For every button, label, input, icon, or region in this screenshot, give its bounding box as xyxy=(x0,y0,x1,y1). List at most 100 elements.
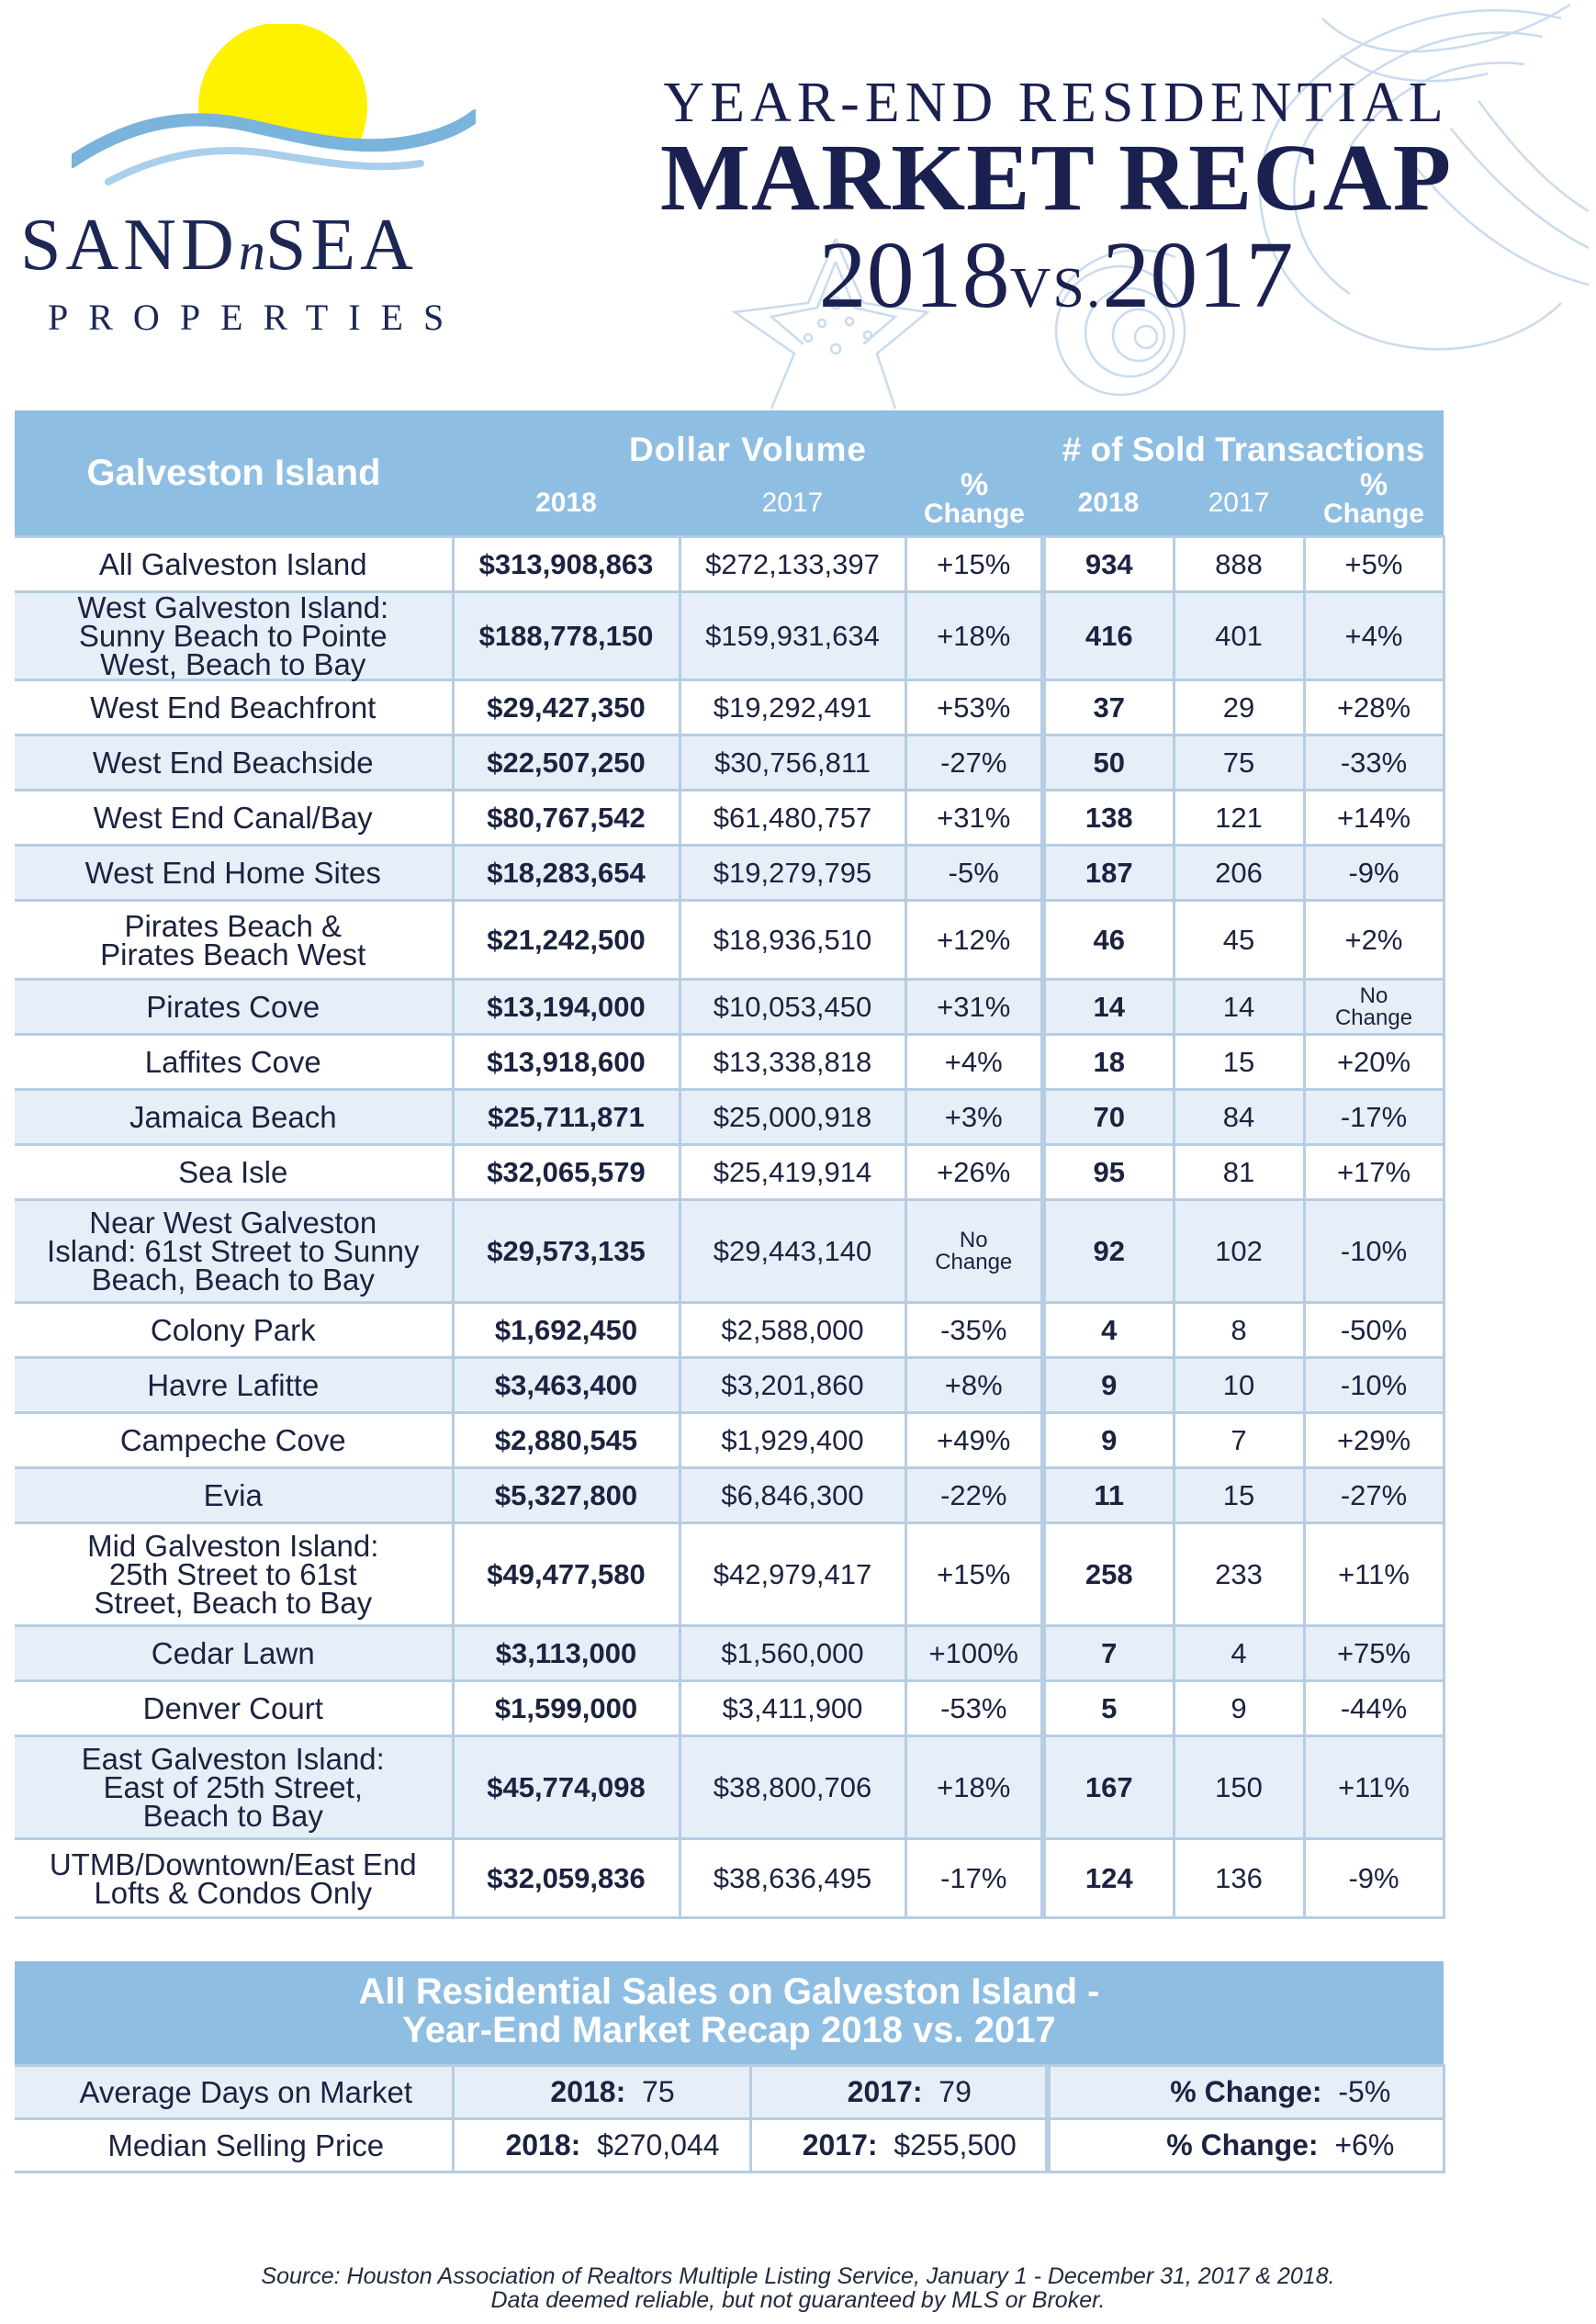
dollar-change: +15% xyxy=(904,535,1045,593)
table-row: West Galveston Island: Sunny Beach to Poi… xyxy=(15,590,1445,681)
trans-change: -44% xyxy=(1302,1679,1445,1737)
dollar-2018: $313,908,863 xyxy=(451,535,681,593)
dollar-2018: $25,711,871 xyxy=(451,1088,681,1146)
trans-2017: 75 xyxy=(1172,734,1306,792)
trans-change: -9% xyxy=(1302,844,1445,902)
dollar-2017: $1,560,000 xyxy=(678,1624,907,1682)
summary-2017: 2017: 79 xyxy=(748,2064,1050,2120)
region-name: UTMB/Downtown/East End Lofts & Condos Onl… xyxy=(15,1837,455,1919)
transactions-header: # of Sold Transactions xyxy=(1043,410,1444,471)
trans-2018: 46 xyxy=(1040,899,1175,981)
region-name: Pirates Cove xyxy=(15,978,455,1036)
dollar-2018: $29,573,135 xyxy=(451,1198,681,1304)
trans-change: +29% xyxy=(1302,1411,1445,1469)
region-name: West End Canal/Bay xyxy=(15,789,455,847)
dollar-change: +8% xyxy=(904,1356,1045,1414)
tx-2018-header: 2018 xyxy=(1043,471,1174,537)
trans-change: -10% xyxy=(1302,1356,1445,1414)
trans-2017: 81 xyxy=(1172,1143,1306,1201)
trans-change: -33% xyxy=(1302,734,1445,792)
trans-2017: 8 xyxy=(1172,1301,1306,1359)
summary-heading: All Residential Sales on Galveston Islan… xyxy=(15,1961,1444,2064)
trans-change: +2% xyxy=(1302,899,1445,981)
trans-2017: 84 xyxy=(1172,1088,1306,1146)
region-name: Pirates Beach & Pirates Beach West xyxy=(15,899,455,981)
region-name: Campeche Cove xyxy=(15,1411,455,1469)
trans-2018: 187 xyxy=(1040,844,1175,902)
dollar-2017: $13,338,818 xyxy=(678,1033,907,1091)
dollar-2017: $61,480,757 xyxy=(678,789,907,847)
trans-2018: 416 xyxy=(1040,590,1175,681)
region-name: Havre Lafitte xyxy=(15,1356,455,1414)
dollar-volume-header: Dollar Volume xyxy=(453,410,1043,471)
trans-2018: 95 xyxy=(1040,1143,1175,1201)
summary-row: Median Selling Price 2018: $270,044 2017… xyxy=(15,2117,1445,2173)
trans-change: +11% xyxy=(1302,1521,1445,1627)
dollar-2017: $2,588,000 xyxy=(678,1301,907,1359)
dollar-2018: $13,194,000 xyxy=(451,978,681,1036)
trans-2018: 138 xyxy=(1040,789,1175,847)
table-row: East Galveston Island: East of 25th Stree… xyxy=(15,1735,1445,1840)
trans-change: +4% xyxy=(1302,590,1445,681)
trans-2017: 206 xyxy=(1172,844,1306,902)
trans-2017: 136 xyxy=(1172,1837,1306,1919)
trans-2018: 50 xyxy=(1040,734,1175,792)
region-name: West End Beachfront xyxy=(15,679,455,736)
dollar-change: +31% xyxy=(904,789,1045,847)
table-row: Colony Park $1,692,450 $2,588,000 -35% 4 8 -50… xyxy=(15,1301,1445,1359)
dollar-2018: $5,327,800 xyxy=(451,1466,681,1524)
dv-2017-header: 2017 xyxy=(680,471,905,537)
trans-change: -9% xyxy=(1302,1837,1445,1919)
tx-2017-header: 2017 xyxy=(1174,471,1304,537)
region-header: Galveston Island xyxy=(15,410,453,537)
table-row: Pirates Beach & Pirates Beach West $21,242… xyxy=(15,899,1445,981)
table-row: Evia $5,327,800 $6,846,300 -22% 11 15 -27% xyxy=(15,1466,1445,1524)
dollar-2017: $6,846,300 xyxy=(678,1466,907,1524)
dollar-change: +31% xyxy=(904,978,1045,1036)
summary-label: Median Selling Price xyxy=(15,2117,455,2173)
region-name: Mid Galveston Island: 25th Street to 61st… xyxy=(15,1521,455,1627)
summary-2018: 2018: $270,044 xyxy=(451,2117,752,2173)
table-row: Campeche Cove $2,880,545 $1,929,400 +49% 9 7 +… xyxy=(15,1411,1445,1469)
dollar-2017: $1,929,400 xyxy=(678,1411,907,1469)
dv-change-header: % Change xyxy=(905,469,1043,537)
dollar-2018: $3,463,400 xyxy=(451,1356,681,1414)
table-row: Laffites Cove $13,918,600 $13,338,818 +4% 18… xyxy=(15,1033,1445,1091)
dollar-change: +4% xyxy=(904,1033,1045,1091)
trans-2018: 124 xyxy=(1040,1837,1175,1919)
dollar-change: +49% xyxy=(904,1411,1045,1469)
table-row: Near West Galveston Island: 61st Street t… xyxy=(15,1198,1445,1304)
dollar-2017: $10,053,450 xyxy=(678,978,907,1036)
trans-2017: 150 xyxy=(1172,1735,1306,1840)
dollar-2017: $30,756,811 xyxy=(678,734,907,792)
trans-2018: 14 xyxy=(1040,978,1175,1036)
title-line-1: YEAR-END RESIDENTIAL xyxy=(663,72,1449,134)
dollar-2018: $49,477,580 xyxy=(451,1521,681,1627)
table-row: Cedar Lawn $3,113,000 $1,560,000 +100% 7 4 +75… xyxy=(15,1624,1445,1682)
dollar-change: +100% xyxy=(904,1624,1045,1682)
dollar-2018: $2,880,545 xyxy=(451,1411,681,1469)
region-name: Jamaica Beach xyxy=(15,1088,455,1146)
dollar-change: -17% xyxy=(904,1837,1045,1919)
dollar-2018: $1,599,000 xyxy=(451,1679,681,1737)
trans-change: No Change xyxy=(1302,978,1445,1036)
tx-change-header: % Change xyxy=(1304,469,1444,537)
dollar-change: -53% xyxy=(904,1679,1045,1737)
dollar-2018: $13,918,600 xyxy=(451,1033,681,1091)
header: SANDnSEA PROPERTIES YEAR-END RESIDENTIAL… xyxy=(0,0,1596,409)
dollar-2017: $29,443,140 xyxy=(678,1198,907,1304)
table-row: West End Home Sites $18,283,654 $19,279,79… xyxy=(15,844,1445,902)
trans-2018: 11 xyxy=(1040,1466,1175,1524)
trans-2017: 888 xyxy=(1172,535,1306,593)
dollar-change: +53% xyxy=(904,679,1045,736)
dollar-change: No Change xyxy=(904,1198,1045,1304)
page-title: YEAR-END RESIDENTIAL MARKET RECAP 2018VS… xyxy=(643,73,1469,340)
trans-2017: 121 xyxy=(1172,789,1306,847)
trans-2018: 258 xyxy=(1040,1521,1175,1627)
trans-2017: 102 xyxy=(1172,1198,1306,1304)
trans-2018: 92 xyxy=(1040,1198,1175,1304)
region-name: All Galveston Island xyxy=(15,535,455,593)
trans-2018: 7 xyxy=(1040,1624,1175,1682)
summary-heading-line-2: Year-End Market Recap 2018 vs. 2017 xyxy=(402,2010,1056,2050)
table-row: Sea Isle $32,065,579 $25,419,914 +26% 95 81 +1… xyxy=(15,1143,1445,1201)
